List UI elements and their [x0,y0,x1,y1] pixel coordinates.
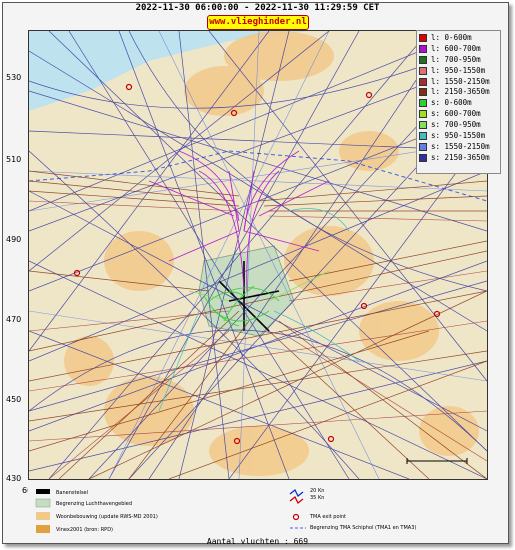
legend-label: l: 700-950m [431,54,481,64]
legend-label: l: 0-600m [431,33,472,42]
housing-swatch [36,512,50,520]
tma-boundary-label: Begrenzing TMA Schiphol (TMA1 en TMA3) [310,525,417,531]
legend-label: s: 0-600m [431,98,472,108]
legend-entry: l: 700-950m [417,55,500,66]
vinex-swatch [36,525,50,533]
tracks-green [203,285,280,327]
site-link[interactable]: www.vlieghinder.nl [207,15,309,30]
legend-entry: s: 0-600m [417,98,500,109]
legend-swatch [419,77,427,86]
legend-entry: l: 0-600m [417,33,500,44]
tracks-purple [148,150,330,292]
legend-swatch [419,99,427,108]
wind-20-swatch [289,488,304,498]
housing-label: Woonbebouwing (update RWS-MD 2001) [56,514,158,520]
runway-label: Banenstelsel [56,490,89,496]
time-range-title: 2022-11-30 06:00:00 - 2022-11-30 11:29:5… [135,3,380,13]
legend-entry: s: 700-950m [417,120,500,131]
tracks-red [29,200,487,479]
legend-entry: s: 600-700m [417,109,500,120]
y-tick: 470 [6,315,22,324]
wind-20-label: 20 Kn [310,488,325,494]
y-tick: 510 [6,155,22,164]
legend-label: s: 1550-2150m [431,141,490,151]
vinex-label: Vinex2001 (bron: RPD) [56,527,113,533]
legend-label: l: 600-700m [431,43,481,53]
legend-label: s: 700-950m [431,120,481,130]
coast-land [29,141,109,311]
y-tick: 490 [6,235,22,244]
legend-swatch [419,110,427,119]
tma-exit-points [73,83,441,445]
tma-exit-swatch [292,513,300,521]
wind-35-label: 35 Kn [310,495,325,501]
scale-bar [406,458,468,464]
legend-entry: l: 1550-2150m [417,77,500,88]
legend-swatch [419,55,427,64]
legend-entry: s: 950-1550m [417,131,500,142]
legend-label: s: 2150-3650m [431,152,490,162]
legend-swatch [419,34,427,42]
legend-label: l: 950-1550m [431,65,486,75]
tracks-cyan [158,208,360,412]
x-tick: 60 [22,486,32,495]
y-tick: 450 [6,395,22,404]
tracks-mid-blue [29,31,487,479]
legend-swatch [419,132,427,141]
map-key-swatches [35,488,306,533]
airport-boundary-label: Begrenzing Luchthavengebied [56,501,133,507]
legend-swatch [419,142,427,151]
legend-swatch [419,88,427,97]
legend-label: l: 1550-2150m [431,76,490,86]
tracks-lightgreen [188,270,330,302]
legend-swatch [419,153,427,162]
legend-label: l: 2150-3650m [431,87,490,97]
altitude-legend: l: 0-600m l: 600-700m l: 700-950m l: 950-15… [416,30,501,174]
legend-swatch [419,44,427,53]
legend-label: s: 950-1550m [431,131,486,141]
runway-swatch [36,489,50,494]
tma-exit-label: TMA exit point [310,514,347,520]
map-key: Banenstelsel Begrenzing Luchthavengebied… [28,486,486,541]
airport-swatch [35,498,51,508]
legend-entry: s: 1550-2150m [417,142,500,153]
flight-count: Aantal vluchten : 669 [206,537,309,546]
y-tick: 430 [6,474,22,483]
legend-label: s: 600-700m [431,109,481,119]
legend-entry: l: 950-1550m [417,66,500,77]
legend-entry: s: 2150-3650m [417,153,500,164]
flight-track-map[interactable] [28,30,488,480]
legend-entry: l: 600-700m [417,44,500,55]
legend-swatch [419,66,427,75]
y-tick: 530 [6,73,22,82]
legend-entry: l: 2150-3650m [417,87,500,98]
wind-35-swatch [289,495,304,505]
map-canvas [29,31,487,479]
legend-swatch [419,121,427,130]
